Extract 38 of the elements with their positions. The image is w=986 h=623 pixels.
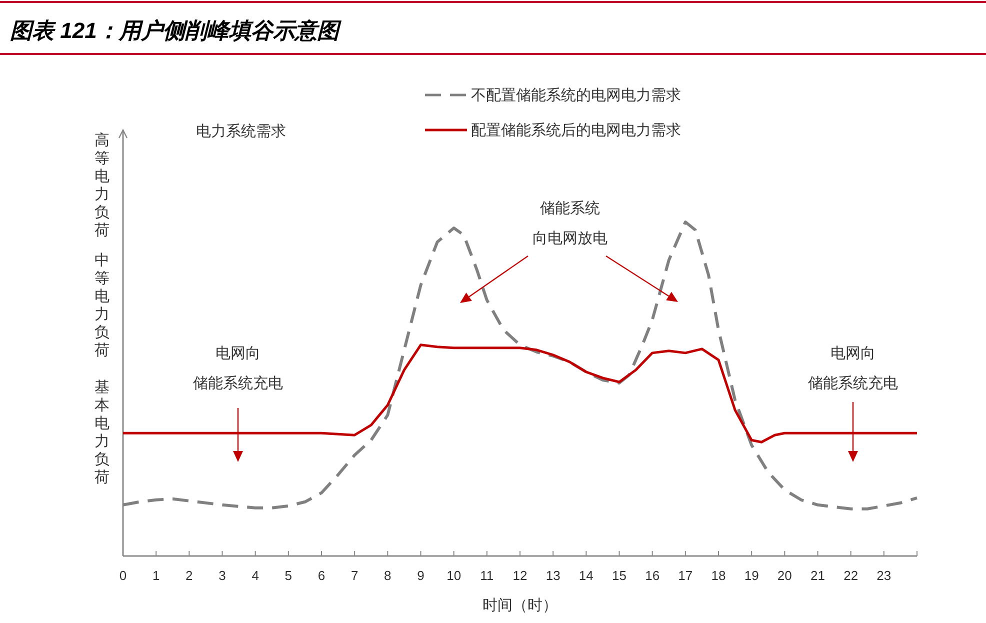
x-tick-label: 22 [844,568,858,583]
x-tick-label: 11 [480,568,494,583]
x-tick-label: 12 [512,568,528,583]
x-tick-label: 1 [152,568,160,583]
x-tick-label: 9 [417,568,424,583]
x-tick-label: 4 [252,568,259,583]
x-tick-label: 21 [810,568,825,583]
x-tick-label: 14 [578,568,594,583]
x-tick-label: 8 [384,568,392,583]
x-tick-label: 3 [218,568,226,583]
x-tick-label: 7 [350,568,358,583]
x-tick-label: 0 [119,568,127,583]
x-tick-label: 13 [546,568,560,583]
x-axis-title: 时间（时） [482,597,558,614]
annotation: 储能系统充电 [193,375,283,392]
annotation: 电网向 [830,345,876,362]
text: 电力系统需求 [196,123,286,140]
x-tick-label: 6 [318,568,326,583]
x-tick-label: 23 [876,568,892,583]
x-tick-label: 16 [645,568,660,583]
text: 中等电力负荷 [94,252,110,359]
legend-label: 不配置储能系统的电网电力需求 [471,87,681,104]
x-tick-label: 17 [678,568,693,583]
text: 基本电力负荷 [94,379,110,486]
x-tick-label: 20 [777,568,792,583]
annotation: 储能系统充电 [808,375,898,392]
legend-label: 配置储能系统后的电网电力需求 [471,122,681,139]
x-tick-label: 19 [744,568,759,583]
annotation: 电网向 [216,345,260,362]
annotation: 向电网放电 [532,230,608,247]
text: 储能系统 [540,200,600,217]
x-tick-label: 5 [284,568,292,583]
x-tick-label: 10 [446,568,462,583]
text: 高等电力负荷 [94,132,110,239]
x-tick-label: 15 [612,568,626,583]
x-tick-label: 18 [711,568,726,583]
chart-title: 图表 121：用户侧削峰填谷示意图 [10,18,342,43]
x-tick-label: 2 [186,568,193,583]
